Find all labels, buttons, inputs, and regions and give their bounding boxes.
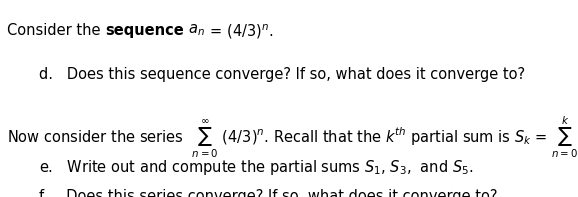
Text: d.   Does this sequence converge? If so, what does it converge to?: d. Does this sequence converge? If so, w… (39, 67, 525, 82)
Text: f.    Does this series converge? If so, what does it converge to?: f. Does this series converge? If so, wha… (39, 189, 498, 197)
Text: e.   Write out and compute the partial sums $S_1$, $S_3$,  and $S_5$.: e. Write out and compute the partial sum… (39, 158, 474, 177)
Text: Consider the: Consider the (7, 23, 105, 38)
Text: Now consider the series  $\sum_{n=0}^{\infty}$ (4/3)$^n$. Recall that the $k^{th: Now consider the series $\sum_{n=0}^{\in… (7, 114, 578, 160)
Text: sequence: sequence (105, 23, 184, 38)
Text: = (4/3)$^n$.: = (4/3)$^n$. (205, 23, 274, 41)
Text: $a_n$: $a_n$ (184, 23, 205, 38)
